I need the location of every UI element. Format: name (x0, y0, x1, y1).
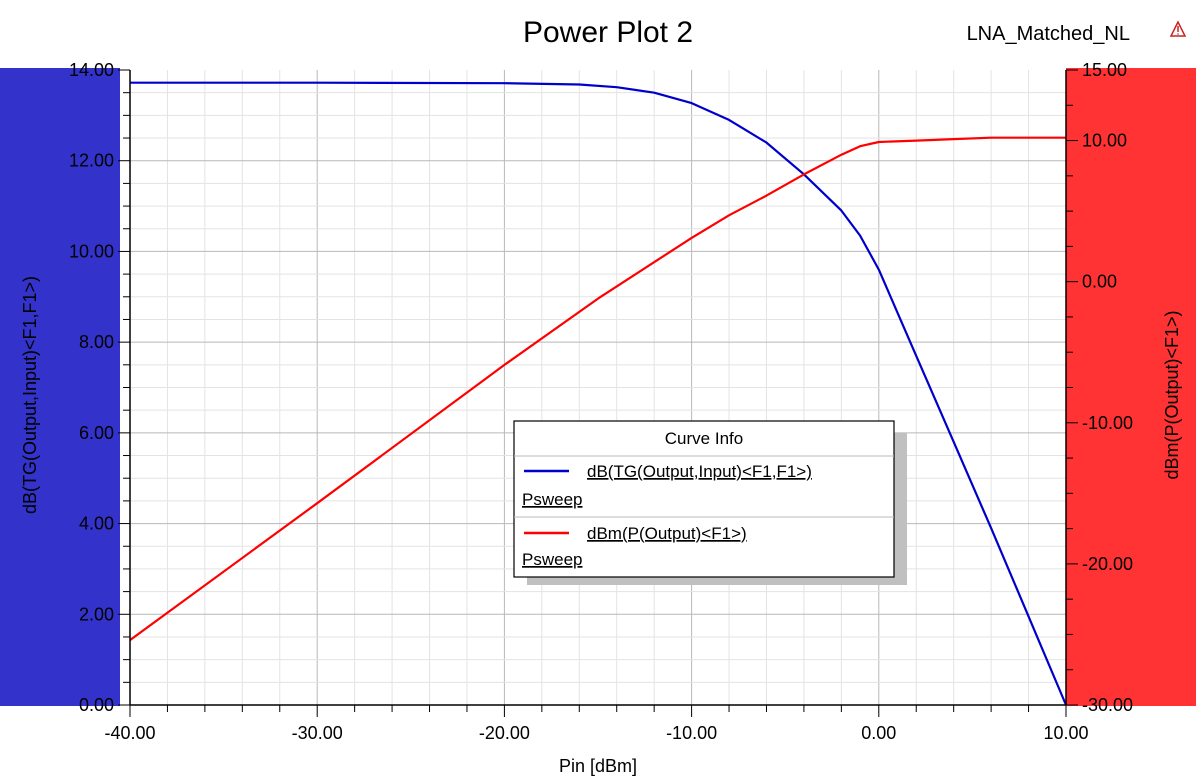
pout-series-line[interactable] (129, 136, 1066, 641)
right-y-tick-label: 15.00 (1082, 60, 1127, 80)
x-tick-label: -20.00 (479, 723, 530, 743)
gain-series-line[interactable] (130, 81, 1068, 706)
right-y-tick-label: -10.00 (1082, 413, 1133, 433)
legend-entry-pout-sweep: Psweep (522, 550, 582, 569)
right-y-tick-label: 0.00 (1082, 272, 1117, 292)
legend-entry-gain-sweep: Psweep (522, 490, 582, 509)
right-axis-band (1066, 68, 1196, 706)
series-lines (129, 81, 1068, 706)
design-name: LNA_Matched_NL (967, 23, 1130, 45)
x-tick-label: -40.00 (104, 723, 155, 743)
left-y-tick-label: 4.00 (79, 514, 114, 534)
left-y-axis-label: dB(TG(Output,Input)<F1,F1>) (20, 276, 40, 514)
left-y-tick-label: 12.00 (69, 151, 114, 171)
legend[interactable]: Curve Info dB(TG(Output,Input)<F1,F1>) P… (513, 420, 907, 585)
left-y-tick-label: 6.00 (79, 423, 114, 443)
right-y-axis-label: dBm(P(Output)<F1>) (1162, 310, 1182, 479)
right-y-tick-label: -20.00 (1082, 554, 1133, 574)
tick-labels: -40.00 -30.00 -20.00 -10.00 0.00 10.00 0.00 2.0… (69, 60, 1133, 743)
left-axis-band (0, 68, 120, 706)
x-tick-label: 10.00 (1043, 723, 1088, 743)
x-axis-label: Pin [dBm] (559, 756, 637, 776)
tick-marks (118, 69, 1078, 717)
legend-box (513, 420, 895, 578)
legend-title: Curve Info (665, 429, 743, 448)
x-tick-label: -10.00 (666, 723, 717, 743)
left-y-tick-label: 10.00 (69, 241, 114, 261)
legend-entry-gain: dB(TG(Output,Input)<F1,F1>) (587, 462, 812, 481)
left-y-tick-label: 8.00 (79, 332, 114, 352)
right-y-tick-label: 10.00 (1082, 131, 1127, 151)
legend-entry-pout: dBm(P(Output)<F1>) (587, 524, 747, 543)
warning-icon (1169, 20, 1187, 37)
left-y-tick-label: 2.00 (79, 604, 114, 624)
x-tick-label: -30.00 (292, 723, 343, 743)
left-y-tick-label: 0.00 (79, 695, 114, 715)
left-y-tick-label: 14.00 (69, 60, 114, 80)
right-y-tick-label: -30.00 (1082, 695, 1133, 715)
x-tick-label: 0.00 (861, 723, 896, 743)
grid (130, 70, 1066, 705)
chart-title: Power Plot 2 (523, 16, 693, 49)
